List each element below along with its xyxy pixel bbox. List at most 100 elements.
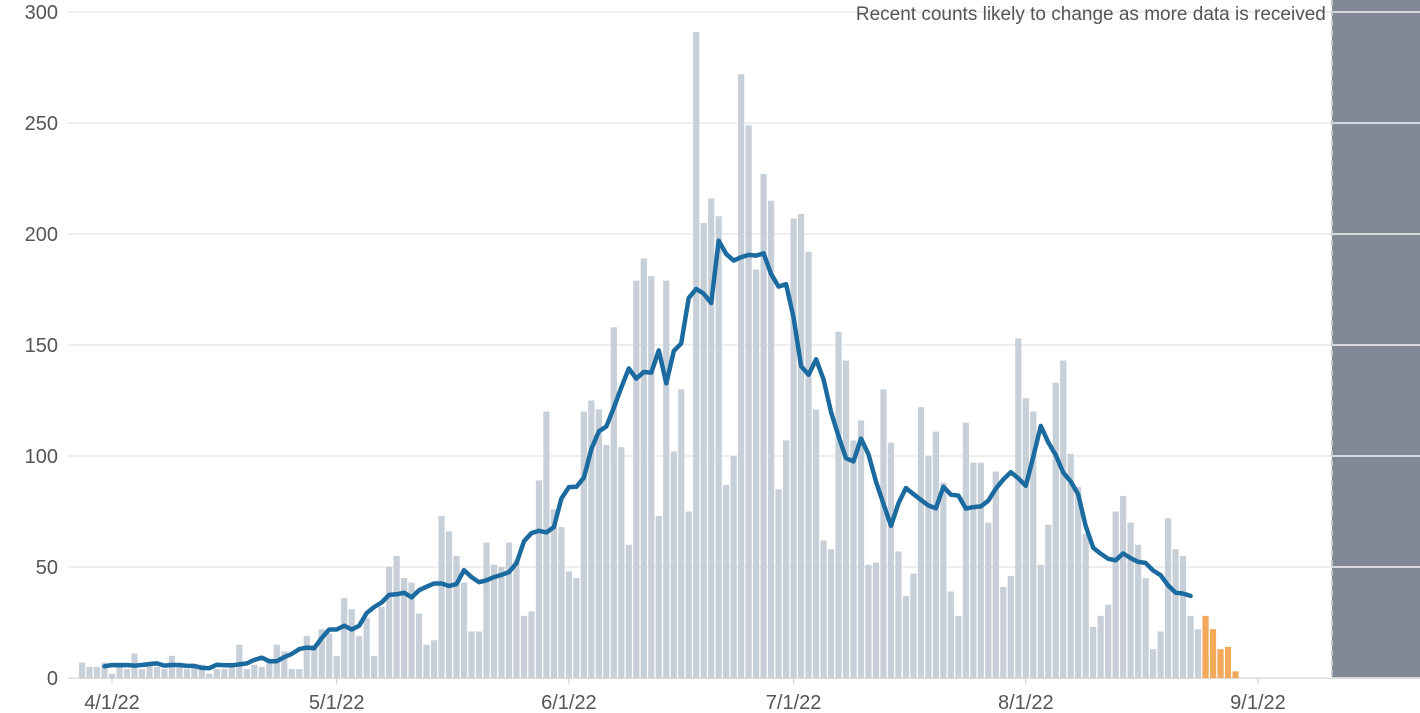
pending-bar [1217, 649, 1224, 678]
bar [1082, 533, 1089, 678]
bar [708, 198, 715, 679]
bar [685, 511, 692, 678]
bar [1187, 615, 1194, 678]
bar [1120, 495, 1127, 678]
bar [565, 571, 572, 678]
bar [311, 644, 318, 678]
bar [1007, 575, 1014, 678]
bar [723, 484, 730, 678]
bar [363, 618, 370, 678]
bar [925, 456, 932, 678]
bar [528, 611, 535, 678]
bar [258, 666, 265, 678]
bar [213, 669, 220, 678]
bar [1000, 586, 1007, 678]
shaded-region [1331, 0, 1420, 678]
bar [1105, 604, 1112, 678]
bar [1015, 338, 1022, 678]
bar [805, 251, 812, 678]
bar [318, 629, 325, 678]
bar [498, 567, 505, 678]
bar [1172, 549, 1179, 678]
bar [940, 482, 947, 678]
bar [513, 560, 520, 678]
bar [146, 664, 153, 678]
bar [610, 327, 617, 678]
bar [580, 411, 587, 678]
pending-bar [1202, 615, 1209, 678]
bar [371, 655, 378, 678]
bar [1164, 518, 1172, 678]
bar [490, 564, 498, 678]
bar [251, 664, 258, 678]
bar [243, 669, 250, 678]
bar [281, 651, 288, 678]
bar [176, 664, 183, 678]
bar [386, 567, 393, 678]
bar [78, 662, 86, 678]
x-tick-label: 9/1/22 [1230, 692, 1286, 713]
bar [932, 431, 939, 678]
incomplete-data-region [1202, 0, 1420, 679]
bar [341, 598, 348, 678]
bar [887, 442, 895, 678]
pending-bar [1224, 646, 1232, 678]
y-tick-label: 100 [25, 446, 58, 468]
bar [1060, 360, 1067, 678]
bar [1067, 453, 1074, 678]
bar [550, 509, 558, 678]
bar [348, 609, 355, 678]
bar [303, 635, 310, 678]
bar [1052, 382, 1059, 678]
x-tick-label: 7/1/22 [766, 692, 822, 713]
bar [438, 515, 445, 678]
y-tick-label: 300 [25, 2, 58, 24]
bar [970, 462, 977, 678]
bar [153, 666, 161, 678]
bar [445, 531, 453, 678]
bar [790, 218, 797, 678]
bar [1030, 411, 1037, 678]
bar [93, 666, 101, 678]
bar [228, 666, 235, 678]
bar [1142, 578, 1149, 678]
bar [603, 444, 610, 678]
bar [655, 515, 662, 678]
bar [865, 564, 872, 678]
bar [992, 471, 999, 678]
bar [738, 74, 745, 678]
bar [775, 489, 782, 678]
bar [745, 125, 752, 679]
bar [378, 606, 385, 678]
bar [625, 544, 632, 678]
bar [573, 578, 580, 678]
bar [633, 280, 640, 678]
bar [797, 214, 805, 678]
pending-bar [1209, 629, 1217, 678]
bar [326, 633, 333, 678]
bar [543, 411, 550, 678]
y-tick-label: 150 [25, 335, 58, 357]
bar [827, 549, 835, 678]
bar [902, 595, 910, 678]
bar [138, 669, 146, 678]
bar [505, 542, 513, 678]
bar [296, 669, 303, 678]
bar [401, 578, 408, 678]
bar [595, 409, 602, 678]
bar [236, 644, 243, 678]
bar [183, 669, 190, 678]
y-tick-label: 200 [25, 224, 58, 246]
bar [985, 522, 992, 678]
bar [453, 555, 460, 678]
bar [895, 551, 902, 678]
x-tick-label: 5/1/22 [309, 692, 365, 713]
bar [872, 562, 880, 678]
bar [1075, 487, 1082, 678]
bar [108, 673, 116, 678]
bar [588, 400, 595, 678]
bar [408, 582, 415, 678]
bar [678, 389, 685, 678]
bar [1045, 524, 1052, 678]
bar [206, 673, 213, 678]
